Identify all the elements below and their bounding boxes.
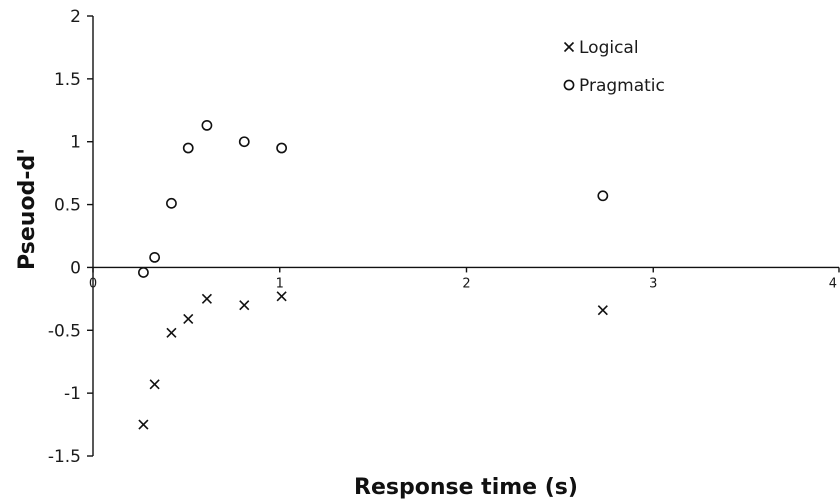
x-marker-stroke — [201, 293, 212, 304]
data-point-pragmatic — [182, 142, 194, 154]
data-point-logical — [597, 305, 608, 316]
data-point-pragmatic — [276, 142, 288, 154]
legend-item-pragmatic: Pragmatic — [563, 76, 665, 96]
data-point-logical — [138, 419, 149, 430]
data-point-logical — [166, 327, 177, 338]
data-point-logical — [276, 291, 287, 302]
x-marker-stroke — [183, 313, 194, 325]
data-point-logical — [183, 313, 194, 325]
x-tick-label: 3 — [649, 276, 657, 291]
y-axis-title: Pseuod-d' — [15, 148, 40, 270]
legend-circle-glyph — [563, 79, 575, 91]
y-tick-label: 2 — [70, 7, 81, 27]
x-marker-stroke — [166, 327, 177, 338]
legend-label-logical: Logical — [579, 38, 639, 58]
data-point-pragmatic — [149, 251, 161, 263]
x-marker-stroke — [239, 300, 250, 311]
x-marker-stroke — [563, 41, 575, 53]
y-tick-label: -1.5 — [48, 447, 81, 467]
legend-marker-circle-icon — [563, 79, 575, 91]
legend-x-glyph — [563, 41, 575, 53]
data-point-pragmatic — [597, 190, 609, 202]
x-tick-label: 4 — [829, 276, 837, 291]
data-point-logical — [149, 379, 160, 390]
data-point-logical — [201, 293, 212, 304]
x-tick-label: 2 — [462, 276, 470, 291]
data-point-pragmatic — [166, 197, 177, 209]
legend: Logical Pragmatic — [563, 38, 665, 96]
data-point-logical — [239, 300, 250, 311]
data-points — [138, 119, 609, 430]
data-point-pragmatic — [238, 136, 250, 148]
x-marker-stroke — [597, 305, 608, 316]
legend-marker-x-icon — [563, 41, 575, 53]
legend-label-pragmatic: Pragmatic — [579, 76, 665, 96]
legend-item-logical: Logical — [563, 38, 639, 58]
y-tick-label: 0.5 — [54, 196, 81, 216]
x-marker-stroke — [138, 419, 149, 430]
y-tick-label: 1 — [70, 133, 81, 153]
x-marker-stroke — [276, 291, 287, 302]
y-tick-label: -0.5 — [48, 321, 81, 341]
x-ticks: 0 1 2 3 4 — [89, 267, 840, 291]
x-axis-title: Response time (s) — [354, 475, 578, 500]
x-tick-label: 1 — [276, 276, 284, 291]
data-point-pragmatic — [201, 119, 213, 131]
y-ticks: 2 1.5 1 0.5 0 -0.5 -1 -1.5 — [48, 7, 93, 467]
y-tick-label: 0 — [70, 258, 81, 278]
y-tick-label: 1.5 — [54, 70, 81, 90]
x-tick-label: 0 — [89, 276, 97, 291]
x-marker-stroke — [149, 379, 160, 390]
data-point-pragmatic — [138, 267, 149, 278]
y-tick-label: -1 — [64, 384, 81, 404]
